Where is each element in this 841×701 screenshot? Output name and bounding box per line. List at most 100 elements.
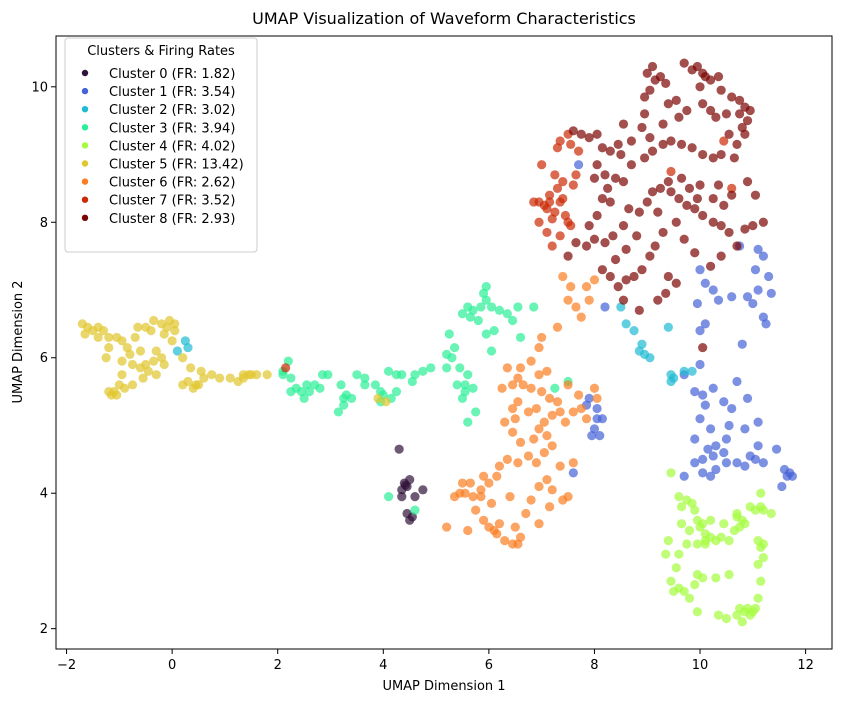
- cluster-5-point: [151, 346, 161, 356]
- cluster-8-point: [679, 58, 689, 68]
- cluster-5-point: [199, 373, 209, 383]
- cluster-1-point: [719, 397, 729, 407]
- cluster-8-point: [692, 193, 702, 204]
- cluster-4-point: [750, 603, 761, 613]
- cluster-3-point: [465, 312, 475, 322]
- cluster-8-point: [698, 342, 708, 353]
- cluster-4-point: [679, 586, 689, 597]
- cluster-3-point: [476, 302, 486, 312]
- cluster-3-point: [489, 326, 499, 336]
- cluster-4-point: [676, 519, 687, 529]
- cluster-5-point: [117, 356, 127, 366]
- legend-box: [64, 37, 258, 253]
- cluster-1-point: [692, 298, 702, 309]
- cluster-6-point: [484, 478, 494, 488]
- y-tick-label: 8: [40, 216, 48, 231]
- cluster-8-point: [655, 72, 666, 82]
- cluster-7-point: [566, 139, 576, 149]
- cluster-5-point: [252, 370, 262, 380]
- cluster-1-point: [758, 251, 768, 261]
- cluster-8-point: [581, 241, 592, 251]
- cluster-3-point: [515, 332, 526, 343]
- cluster-2-point: [666, 376, 676, 387]
- legend-marker: [81, 124, 89, 131]
- cluster-8-point: [645, 85, 655, 95]
- cluster-1-point: [574, 160, 584, 170]
- cluster-4-point: [721, 613, 732, 624]
- cluster-4-point: [737, 617, 747, 627]
- cluster-8-point: [690, 248, 700, 258]
- cluster-5-point: [262, 370, 272, 380]
- cluster-5-point: [138, 373, 148, 383]
- cluster-8-point: [661, 78, 671, 89]
- cluster-7-point: [558, 193, 568, 204]
- cluster-8-point: [634, 207, 644, 217]
- x-tick-label: 12: [797, 658, 814, 673]
- cluster-3-point: [481, 282, 491, 292]
- cluster-7-point: [719, 136, 729, 146]
- cluster-6-point: [555, 407, 565, 417]
- cluster-5-point: [112, 390, 122, 400]
- cluster-1-point: [764, 271, 774, 282]
- cluster-1-point: [766, 288, 776, 298]
- cluster-8-point: [705, 75, 716, 85]
- cluster-3-point: [360, 380, 370, 390]
- cluster-6-point: [449, 492, 460, 502]
- cluster-4-point: [684, 525, 695, 536]
- cluster-4-point: [719, 519, 729, 529]
- cluster-8-point: [618, 177, 629, 187]
- cluster-3-point: [449, 342, 460, 353]
- cluster-1-point: [708, 383, 718, 393]
- legend-marker: [81, 214, 89, 221]
- cluster-4-point: [705, 515, 716, 525]
- cluster-4-point: [753, 559, 763, 569]
- cluster-1-point: [695, 414, 705, 424]
- cluster-8-point: [750, 190, 761, 200]
- cluster-4-point: [713, 610, 724, 620]
- cluster-6-point: [508, 380, 518, 390]
- cluster-7-point: [281, 363, 291, 373]
- cluster-1-point: [753, 417, 763, 427]
- cluster-7-point: [550, 207, 560, 217]
- cluster-6-point: [571, 302, 581, 312]
- cluster-6-point: [563, 380, 573, 390]
- cluster-5-point: [135, 346, 146, 356]
- cluster-5-point: [149, 356, 159, 366]
- cluster-1-point: [690, 458, 700, 468]
- cluster-8-point: [666, 136, 676, 146]
- cluster-6-point: [510, 414, 520, 424]
- cluster-1-point: [600, 302, 610, 312]
- cluster-0-point: [405, 515, 415, 525]
- cluster-6-point: [513, 373, 523, 383]
- y-axis: 2 4 6 8 10: [31, 80, 56, 637]
- cluster-5-point: [104, 387, 114, 397]
- cluster-1-point: [708, 285, 718, 295]
- cluster-6-point: [566, 282, 576, 292]
- legend-entry-label: Cluster 6 (FR: 2.62): [109, 176, 235, 191]
- cluster-1-point: [690, 434, 700, 444]
- cluster-5-point: [149, 315, 159, 326]
- cluster-8-point: [698, 210, 708, 221]
- cluster-4-point: [663, 536, 673, 546]
- cluster-3-point: [471, 407, 481, 417]
- cluster-1-point: [679, 471, 689, 481]
- cluster-1-point: [711, 464, 721, 475]
- cluster-7-point: [552, 183, 563, 193]
- cluster-8-point: [605, 271, 615, 282]
- cluster-6-point: [584, 295, 594, 305]
- cluster-8-point: [735, 95, 745, 105]
- cluster-1-point: [732, 376, 742, 387]
- cluster-6-point: [518, 380, 528, 390]
- cluster-6-point: [465, 478, 475, 488]
- legend-marker: [81, 142, 89, 149]
- cluster-3-point: [447, 353, 457, 363]
- cluster-5-point: [178, 353, 188, 363]
- cluster-1-point: [724, 420, 734, 431]
- cluster-3-point: [486, 346, 497, 356]
- cluster-2-point: [621, 319, 631, 329]
- cluster-3-point: [460, 380, 470, 390]
- legend-entry-label: Cluster 3 (FR: 3.94): [109, 121, 235, 136]
- cluster-8-point: [705, 105, 716, 116]
- cluster-5-point: [93, 332, 103, 343]
- cluster-8-point: [600, 170, 610, 180]
